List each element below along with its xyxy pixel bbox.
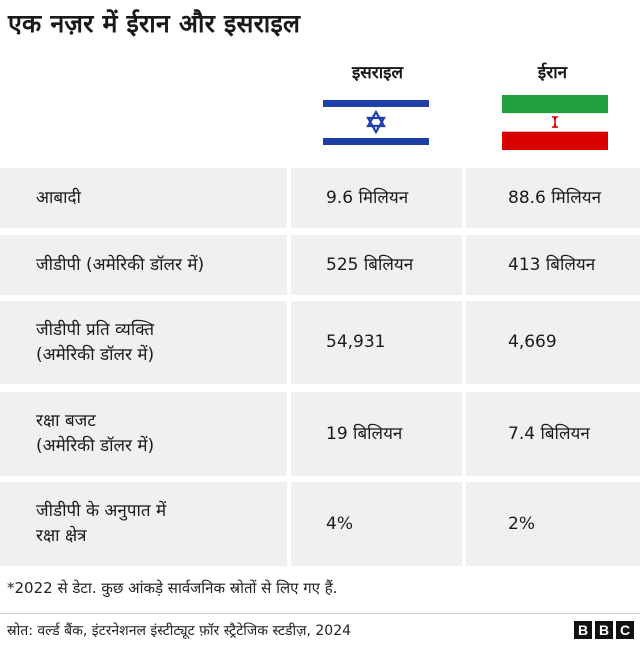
israel-value-cell: 4% bbox=[291, 482, 462, 566]
row-label-cell: जीडीपी (अमेरिकी डॉलर में) bbox=[0, 235, 287, 295]
row-label: आबादी bbox=[36, 187, 81, 208]
row-label: जीडीपी (अमेरिकी डॉलर में) bbox=[36, 254, 205, 275]
row-label-cell: जीडीपी प्रति व्यक्ति (अमेरिकी डॉलर में) bbox=[0, 301, 287, 384]
bbc-logo: B B C bbox=[574, 621, 634, 639]
column-header-iran: ईरान bbox=[537, 63, 568, 83]
israel-value: 9.6 मिलियन bbox=[326, 187, 409, 208]
israel-value-cell: 19 बिलियन bbox=[291, 392, 462, 476]
israel-value: 525 बिलियन bbox=[326, 254, 414, 275]
table-row: जीडीपी के अनुपात में रक्षा क्षेत्र 4% 2% bbox=[0, 482, 640, 566]
iran-value: 413 बिलियन bbox=[508, 254, 596, 275]
israel-value-cell: 54,931 bbox=[291, 301, 462, 384]
iran-flag-icon bbox=[502, 95, 608, 150]
divider bbox=[0, 613, 640, 614]
israel-value: 54,931 bbox=[326, 332, 386, 353]
table-row: जीडीपी प्रति व्यक्ति (अमेरिकी डॉलर में) … bbox=[0, 301, 640, 384]
table-row: जीडीपी (अमेरिकी डॉलर में) 525 बिलियन 413… bbox=[0, 235, 640, 295]
iran-value-cell: 2% bbox=[466, 482, 640, 566]
logo-letter: C bbox=[616, 621, 634, 639]
column-header-israel: इसराइल bbox=[351, 63, 404, 83]
iran-value-cell: 88.6 मिलियन bbox=[466, 168, 640, 228]
israel-value-cell: 525 बिलियन bbox=[291, 235, 462, 295]
iran-value-cell: 4,669 bbox=[466, 301, 640, 384]
footnote: *2022 से डेटा. कुछ आंकड़े सार्वजनिक स्रो… bbox=[7, 579, 338, 597]
table-row: रक्षा बजट (अमेरिकी डॉलर में) 19 बिलियन 7… bbox=[0, 392, 640, 476]
row-label: जीडीपी प्रति व्यक्ति (अमेरिकी डॉलर में) bbox=[36, 319, 155, 365]
row-label: रक्षा बजट (अमेरिकी डॉलर में) bbox=[36, 411, 155, 456]
row-label: जीडीपी के अनुपात में रक्षा क्षेत्र bbox=[36, 501, 167, 546]
logo-letter: B bbox=[574, 621, 592, 639]
israel-value: 4% bbox=[326, 513, 353, 534]
iran-value: 88.6 मिलियन bbox=[508, 187, 602, 208]
iran-value-cell: 413 बिलियन bbox=[466, 235, 640, 295]
row-label-cell: रक्षा बजट (अमेरिकी डॉलर में) bbox=[0, 392, 287, 476]
iran-value: 4,669 bbox=[508, 332, 557, 353]
row-label-cell: आबादी bbox=[0, 168, 287, 228]
logo-letter: B bbox=[595, 621, 613, 639]
iran-value-cell: 7.4 बिलियन bbox=[466, 392, 640, 476]
source-note: स्रोत: वर्ल्ड बैंक, इंटरनेशनल इंस्टीट्यू… bbox=[7, 623, 352, 639]
israel-value-cell: 9.6 मिलियन bbox=[291, 168, 462, 228]
iran-value: 2% bbox=[508, 513, 535, 534]
table-row: आबादी 9.6 मिलियन 88.6 मिलियन bbox=[0, 168, 640, 228]
page-title: एक नज़र में ईरान और इसराइल bbox=[8, 9, 301, 38]
israel-flag-icon bbox=[323, 95, 429, 150]
iran-value: 7.4 बिलियन bbox=[508, 423, 590, 444]
israel-value: 19 बिलियन bbox=[326, 423, 403, 444]
row-label-cell: जीडीपी के अनुपात में रक्षा क्षेत्र bbox=[0, 482, 287, 566]
